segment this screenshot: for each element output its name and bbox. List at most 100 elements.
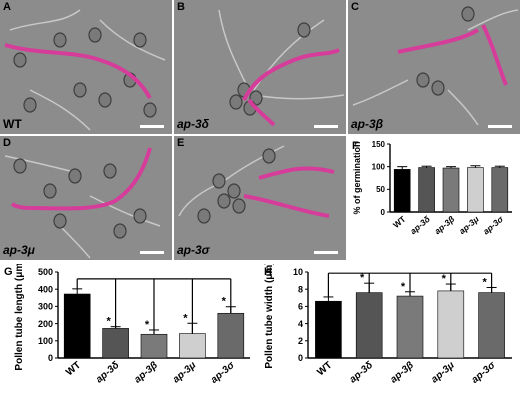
x-tick-label: ap-3δ xyxy=(408,213,432,236)
significance-star: * xyxy=(106,316,111,328)
micrograph-wt-image xyxy=(4,9,166,131)
micrograph-delta-image xyxy=(218,9,345,127)
y-axis-label: Pollen tube width (μm) xyxy=(264,264,275,369)
x-tick-label: ap-3β xyxy=(132,360,160,386)
x-tick-label: WT xyxy=(391,213,408,230)
y-tick-label: 50 xyxy=(376,185,385,194)
y-tick-label: 200 xyxy=(38,319,53,329)
pollen-tubes-bg xyxy=(352,9,519,126)
bar-2 xyxy=(442,167,460,213)
significance-star: * xyxy=(401,281,406,293)
pollen-tube-trace-2 xyxy=(243,194,330,218)
bar-3 xyxy=(179,333,206,359)
bar-1 xyxy=(418,167,435,213)
x-tick-label: ap-3μ xyxy=(171,360,198,386)
significance-star: * xyxy=(360,272,365,284)
x-tick-label: ap-3σ xyxy=(470,360,498,386)
significance-star: * xyxy=(442,273,447,285)
bar-1 xyxy=(102,328,129,359)
panel-letter-g: G xyxy=(4,266,13,278)
y-tick-label: 150 xyxy=(372,140,386,149)
pollen-tubes-bg xyxy=(4,155,161,259)
panel-letter-b: B xyxy=(177,1,185,13)
x-tick-label: ap-3β xyxy=(388,360,416,386)
micrograph-ap3-delta: B ap-3δ xyxy=(174,0,346,134)
micrograph-ap3-sigma: E ap-3σ xyxy=(174,136,346,260)
x-tick-label: ap-3δ xyxy=(348,359,376,385)
x-tick-label: ap-3μ xyxy=(429,360,456,386)
bar-4 xyxy=(478,292,505,359)
bar-0 xyxy=(63,293,91,359)
bar-3 xyxy=(437,290,465,359)
y-tick-label: 6 xyxy=(298,302,303,312)
x-tick-label: ap-3σ xyxy=(481,214,505,237)
pollen-tube-trace-2 xyxy=(247,98,276,127)
scale-bar xyxy=(314,251,338,254)
y-axis-label: % of germination xyxy=(352,141,362,214)
micrograph-mu-image xyxy=(4,147,161,259)
panel-letter-e: E xyxy=(177,137,185,149)
genotype-label-delta: ap-3δ xyxy=(177,117,209,131)
scale-bar xyxy=(314,125,338,128)
bar-2 xyxy=(140,333,168,359)
scale-bar xyxy=(488,125,512,128)
y-tick-label: 0 xyxy=(48,353,53,363)
pollen-tubes-bg xyxy=(178,145,285,217)
panel-letter-h: H xyxy=(264,266,272,278)
genotype-label-wt: WT xyxy=(3,117,22,131)
pollen-tube-trace xyxy=(10,147,152,211)
y-tick-label: 0 xyxy=(298,353,303,363)
significance-star: * xyxy=(145,319,150,331)
bar-4 xyxy=(217,312,245,359)
x-tick-label: ap-3μ xyxy=(457,213,481,236)
pollen-grains xyxy=(13,27,157,118)
bar-4 xyxy=(491,167,509,213)
panel-letter-c: C xyxy=(351,1,359,13)
micrograph-wt: A WT xyxy=(0,0,172,134)
significance-star: * xyxy=(183,312,188,324)
pollen-grains xyxy=(13,158,147,239)
genotype-label-sigma: ap-3σ xyxy=(177,243,210,257)
micrograph-ap3-beta: C ap-3β xyxy=(348,0,520,134)
y-tick-label: 0 xyxy=(381,208,386,217)
genotype-label-mu: ap-3μ xyxy=(3,243,35,257)
panel-letter-a: A xyxy=(3,1,11,13)
y-tick-label: 100 xyxy=(372,162,386,171)
y-tick-label: 500 xyxy=(38,267,53,277)
pollen-tube-trace xyxy=(242,48,340,101)
pollen-tube-trace xyxy=(4,43,152,99)
y-tick-label: 2 xyxy=(298,336,303,346)
pollen-tube-trace xyxy=(397,28,480,54)
x-tick-label: WT xyxy=(64,360,83,378)
micrograph-sigma-image xyxy=(178,145,335,224)
scale-bar xyxy=(140,251,164,254)
y-tick-label: 100 xyxy=(38,336,53,346)
pollen-grains xyxy=(197,148,276,224)
bar-0 xyxy=(315,300,342,359)
genotype-label-beta: ap-3β xyxy=(351,117,384,131)
pollen-tubes-bg xyxy=(9,9,166,131)
scale-bar xyxy=(140,125,164,128)
bar-2 xyxy=(396,295,424,359)
y-tick-label: 8 xyxy=(298,284,303,294)
bar-1 xyxy=(355,292,383,359)
y-tick-label: 300 xyxy=(38,302,53,312)
micrograph-beta-image xyxy=(352,6,519,126)
pollen-tube-trace-2 xyxy=(481,24,508,86)
panel-letter-d: D xyxy=(3,137,11,149)
significance-star: * xyxy=(482,276,487,288)
bar-0 xyxy=(393,169,411,213)
bar-3 xyxy=(467,167,484,213)
x-tick-label: ap-3σ xyxy=(209,360,237,386)
y-axis-label: Pollen tube length (μm) xyxy=(14,264,25,371)
pollen-tube-trace xyxy=(258,166,335,180)
y-tick-label: 4 xyxy=(298,319,303,329)
pollen-grains xyxy=(229,22,311,116)
y-tick-label: 400 xyxy=(38,284,53,294)
micrograph-ap3-mu: D ap-3μ xyxy=(0,136,172,260)
x-tick-label: WT xyxy=(315,360,334,378)
pollen-grains xyxy=(416,6,475,96)
chart-pollen-tube-width: 0 2 4 6 8 10 Pollen tube width (μm) WT * ap-3δ * ap… xyxy=(264,264,512,386)
x-tick-label: ap-3δ xyxy=(94,359,122,385)
